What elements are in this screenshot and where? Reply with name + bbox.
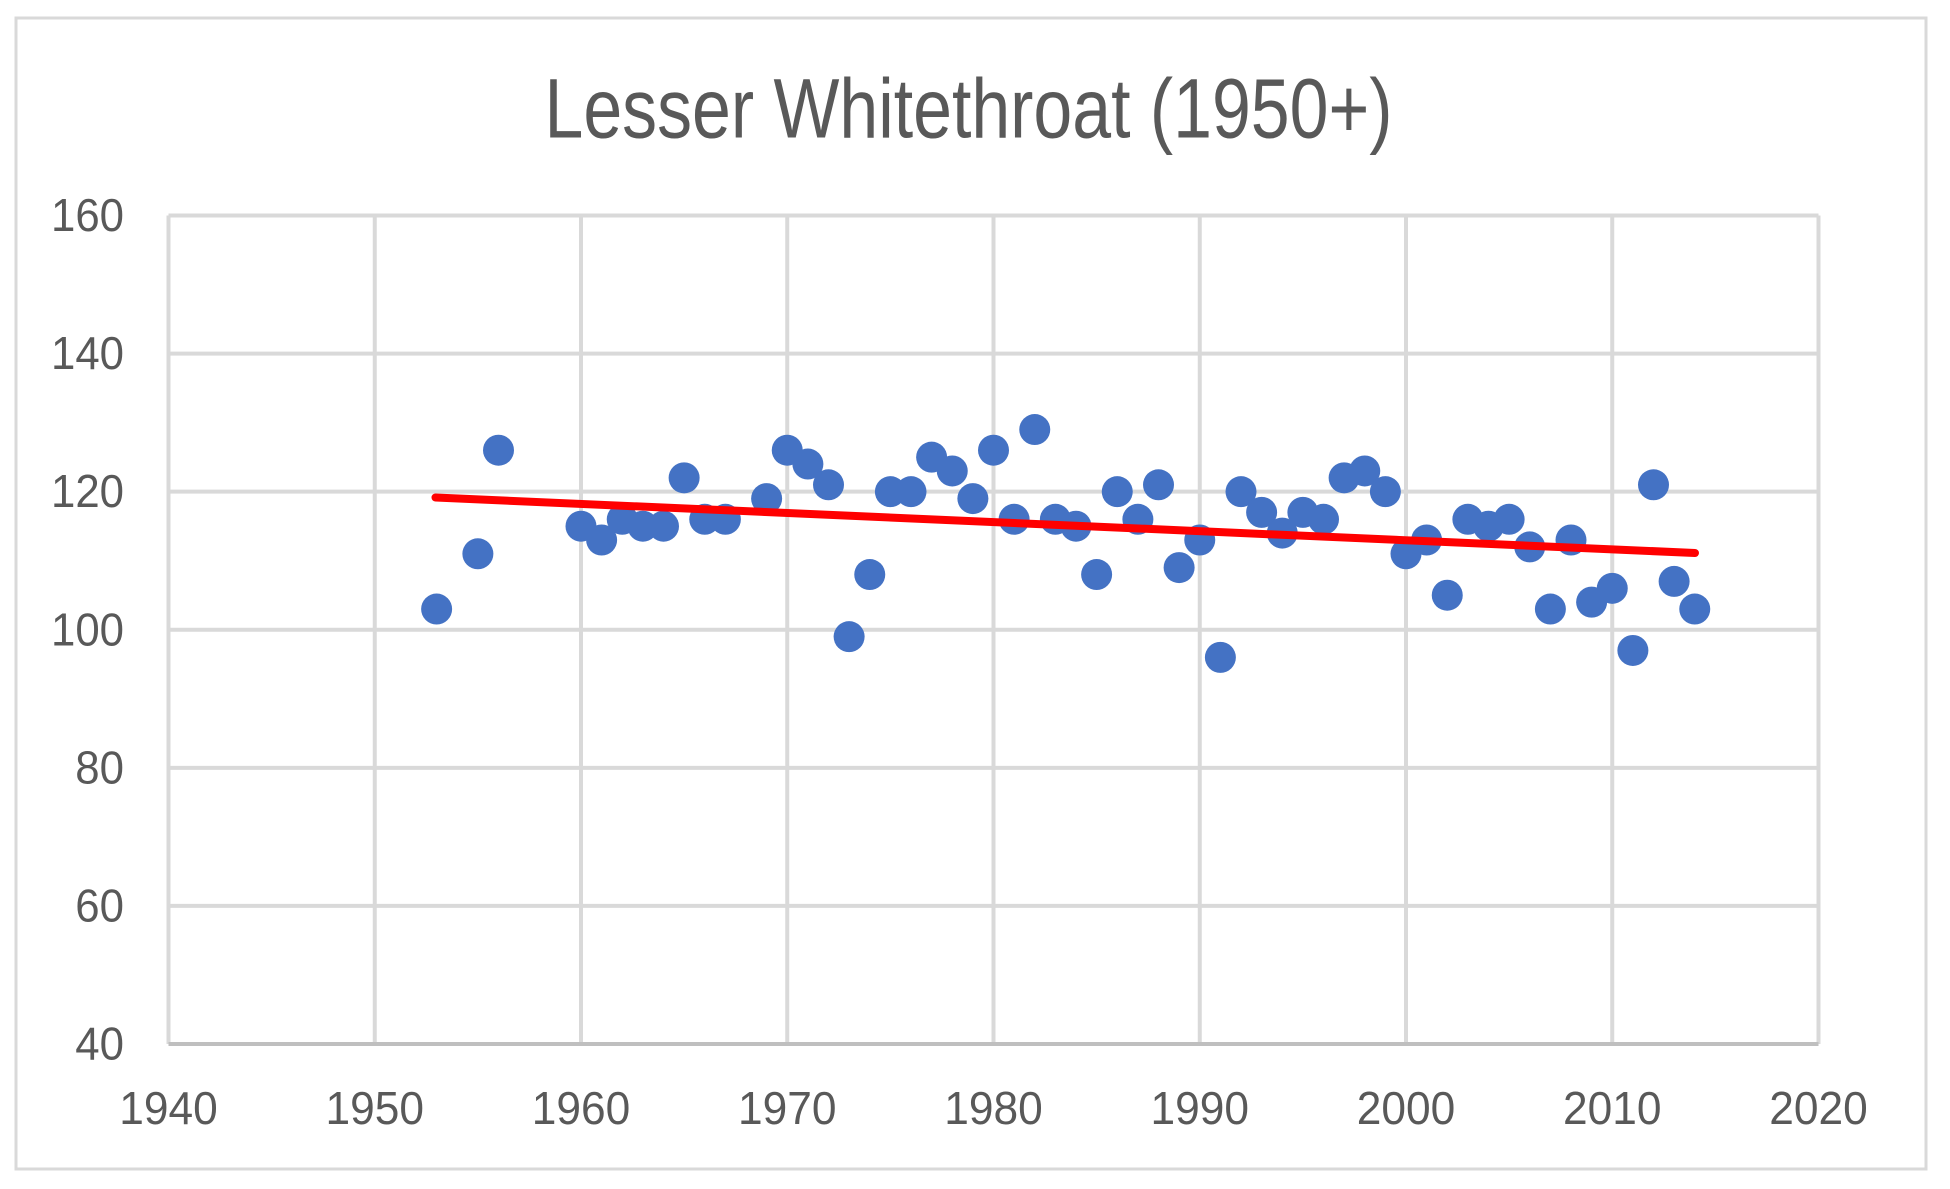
- svg-text:100: 100: [51, 603, 124, 655]
- svg-text:1960: 1960: [532, 1082, 631, 1134]
- svg-text:1970: 1970: [738, 1082, 837, 1134]
- svg-text:120: 120: [51, 465, 124, 517]
- svg-text:2000: 2000: [1357, 1082, 1456, 1134]
- svg-text:1990: 1990: [1151, 1082, 1250, 1134]
- svg-text:160: 160: [51, 189, 124, 241]
- svg-text:60: 60: [75, 879, 124, 931]
- svg-text:80: 80: [75, 741, 124, 793]
- svg-text:1950: 1950: [326, 1082, 425, 1134]
- svg-text:1980: 1980: [944, 1082, 1043, 1134]
- svg-text:1940: 1940: [119, 1082, 218, 1134]
- svg-text:140: 140: [51, 327, 124, 379]
- svg-text:2020: 2020: [1769, 1082, 1868, 1134]
- svg-text:Lesser Whitethroat (1950+): Lesser Whitethroat (1950+): [545, 62, 1393, 156]
- svg-text:2010: 2010: [1563, 1082, 1662, 1134]
- svg-text:40: 40: [75, 1018, 124, 1070]
